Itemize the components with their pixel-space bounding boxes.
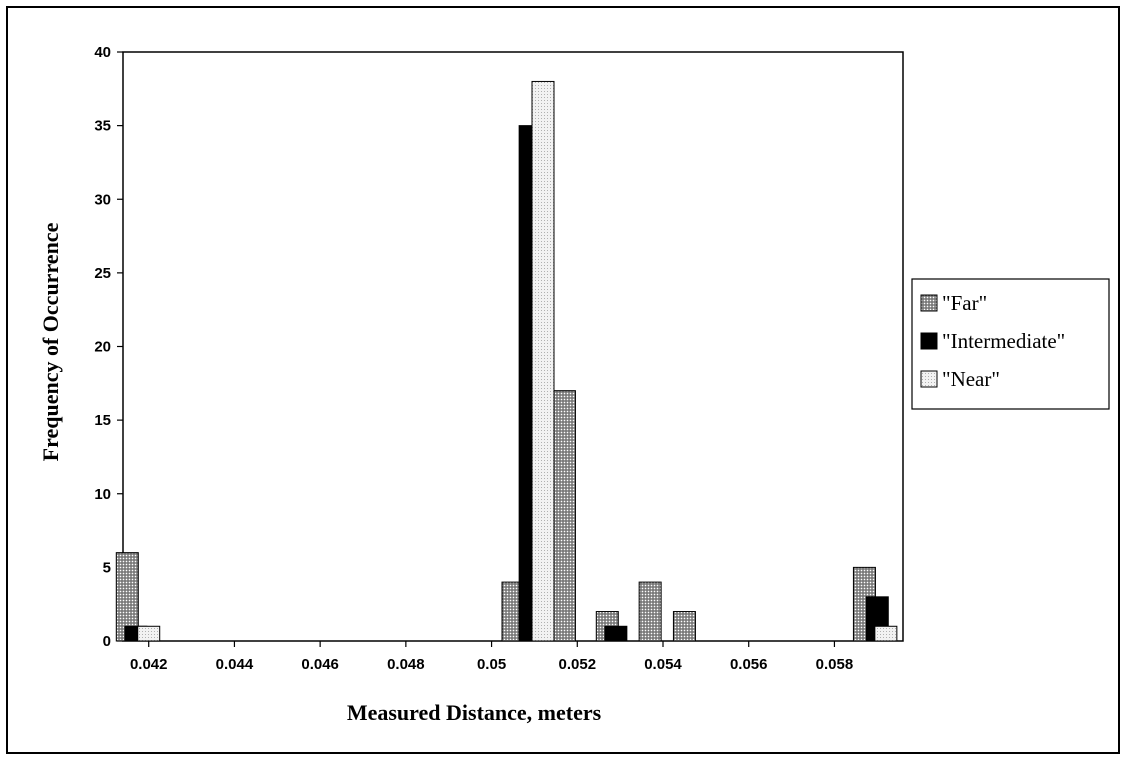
y-tick-label: 35 xyxy=(94,118,111,135)
y-tick-label: 15 xyxy=(94,412,111,429)
bar-intermediate xyxy=(604,625,628,642)
legend-swatch-far xyxy=(920,294,938,312)
bar-near xyxy=(531,80,555,642)
x-axis-title: Measured Distance, meters xyxy=(347,700,602,725)
x-tick-label: 0.05 xyxy=(477,656,506,673)
x-tick-label: 0.054 xyxy=(644,656,682,673)
y-axis-title: Frequency of Occurrence xyxy=(38,222,63,461)
x-tick-label: 0.048 xyxy=(387,656,425,673)
bar-far xyxy=(672,611,696,642)
bars-group xyxy=(115,80,898,642)
plot-area xyxy=(122,51,904,642)
legend-label-intermediate: "Intermediate" xyxy=(942,329,1065,353)
legend-swatch-intermediate xyxy=(920,332,938,350)
y-tick-label: 0 xyxy=(103,633,111,650)
legend-label-near: "Near" xyxy=(942,367,1000,391)
bar-far xyxy=(638,581,662,642)
bar-near xyxy=(137,625,161,642)
y-tick-label: 20 xyxy=(94,339,111,356)
y-tick-label: 10 xyxy=(94,486,111,503)
x-axis: 0.042 0.044 0.046 0.048 0.05 0.052 0.054 0.056 0… xyxy=(130,641,853,673)
x-tick-label: 0.056 xyxy=(730,656,768,673)
x-tick-label: 0.052 xyxy=(559,656,597,673)
y-tick-label: 25 xyxy=(94,265,111,282)
x-tick-label: 0.058 xyxy=(816,656,854,673)
bar-far xyxy=(552,390,576,642)
y-tick-label: 30 xyxy=(94,191,111,208)
x-tick-label: 0.042 xyxy=(130,656,168,673)
y-tick-label: 40 xyxy=(94,44,111,61)
legend-label-far: "Far" xyxy=(942,291,987,315)
x-tick-label: 0.044 xyxy=(216,656,254,673)
legend: "Far" "Intermediate" "Near" xyxy=(911,278,1110,410)
x-tick-label: 0.046 xyxy=(301,656,339,673)
y-axis: 0 5 10 15 20 25 30 35 40 xyxy=(94,44,123,650)
legend-swatch-near xyxy=(920,370,938,388)
y-tick-label: 5 xyxy=(103,559,111,576)
legend-box xyxy=(911,278,1110,410)
bar-near xyxy=(874,625,898,642)
